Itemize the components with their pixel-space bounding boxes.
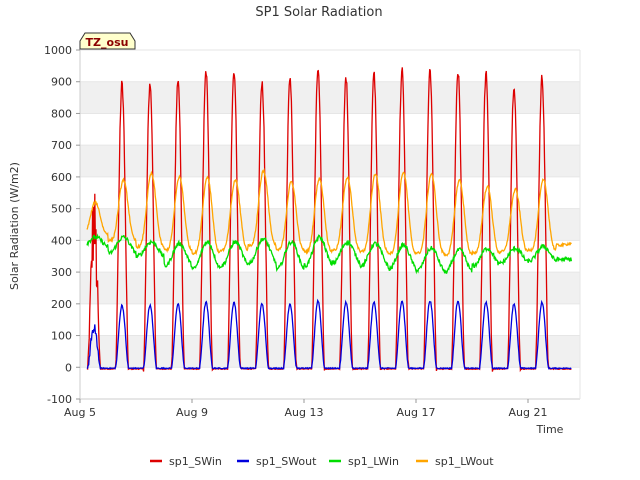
x-tick-label: Aug 13	[285, 406, 324, 419]
site-badge-label: TZ_osu	[86, 36, 129, 49]
y-tick-label: 600	[51, 171, 72, 184]
chart-title: SP1 Solar Radiation	[255, 5, 382, 20]
x-tick-label: Aug 17	[397, 406, 436, 419]
legend-label-sp1_LWout: sp1_LWout	[435, 455, 494, 468]
y-tick-label: 1000	[44, 44, 72, 57]
series-line-sp1_LWout	[86, 167, 572, 257]
site-badge: TZ_osu	[79, 32, 136, 50]
y-tick-label: 400	[51, 234, 72, 247]
y-tick-label: 300	[51, 266, 72, 279]
grid-band	[80, 335, 580, 368]
legend-label-sp1_SWin: sp1_SWin	[169, 455, 222, 468]
grid-band	[80, 81, 580, 114]
x-tick-label: Aug 9	[176, 406, 208, 419]
x-tick-label: Aug 21	[509, 406, 548, 419]
grid-band	[80, 208, 580, 241]
legend: sp1_SWin sp1_SWout sp1_LWin sp1_LWout	[150, 455, 494, 468]
x-axis-title: Time	[536, 423, 564, 436]
x-tick-label: Aug 5	[64, 406, 96, 419]
y-axis-title: Solar Radiation (W/m2)	[8, 162, 21, 290]
grid-band	[80, 145, 580, 177]
series-line-sp1_LWin	[86, 233, 573, 275]
y-tick-label: 0	[65, 361, 72, 374]
legend-label-sp1_LWin: sp1_LWin	[348, 455, 399, 468]
y-tick-label: 200	[51, 298, 72, 311]
grid-band	[80, 272, 580, 304]
y-tick-label: 800	[51, 107, 72, 120]
series-line-sp1_SWout	[86, 298, 572, 371]
y-tick-label: 900	[51, 76, 72, 89]
y-tick-label: 500	[51, 203, 72, 216]
y-tick-label: -100	[47, 393, 72, 406]
y-tick-label: 100	[51, 330, 72, 343]
legend-label-sp1_SWout: sp1_SWout	[256, 455, 317, 468]
y-tick-label: 700	[51, 139, 72, 152]
